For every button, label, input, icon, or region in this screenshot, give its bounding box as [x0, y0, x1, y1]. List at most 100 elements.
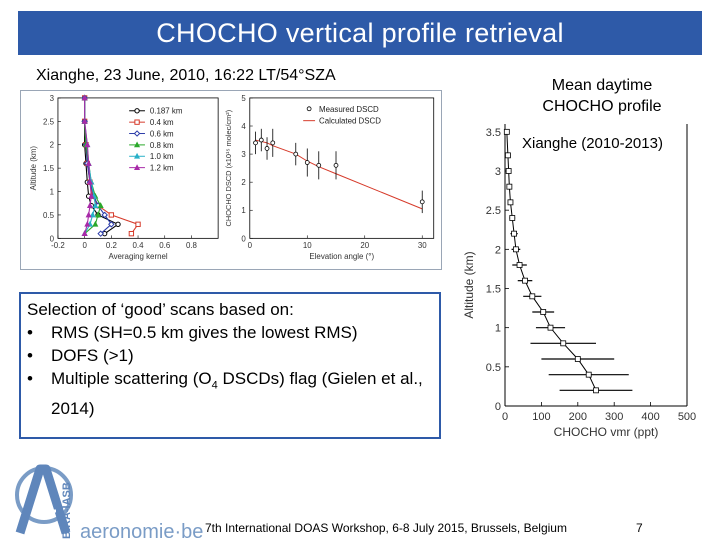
- profile-point: [585, 371, 592, 378]
- profile-line: [506, 131, 597, 391]
- x-tick-label: 0: [248, 241, 253, 250]
- bira-iasb-logo: BIRA-IASB aeronomie·be: [15, 464, 203, 540]
- y-tick-label: 1: [50, 188, 55, 197]
- y-tick-label: 2: [495, 244, 501, 256]
- kernel-point: [85, 160, 92, 166]
- kernel-point: [92, 202, 99, 208]
- kernel-point: [108, 212, 115, 218]
- kernel-point: [92, 220, 99, 227]
- kernel-point: [135, 221, 141, 227]
- y-tick-label: 2: [241, 178, 245, 187]
- criteria-list: • RMS (SH=0.5 km gives the lowest RMS) • D…: [27, 321, 433, 420]
- y-tick-label: 3.5: [486, 127, 501, 139]
- selection-heading: Selection of ‘good’ scans based on:: [27, 300, 294, 319]
- x-axis-label: Elevation angle (°): [309, 252, 374, 261]
- y-axis-label: CHOCHO DSCD (x10¹⁵ molec/cm²): [224, 110, 233, 227]
- x-tick-label: 500: [678, 411, 696, 423]
- profile-point: [511, 230, 517, 237]
- selection-criteria-box: Selection of ‘good’ scans based on: • RMS…: [19, 292, 441, 439]
- dscd-panel: 0 10 20 30 0 1 2 3 4 5 Elevation angle (°) CHOCHO D…: [224, 94, 435, 261]
- measured-dscd-point: [316, 162, 322, 168]
- profile-point: [516, 262, 523, 268]
- kernel-point: [89, 211, 96, 218]
- list-item: • RMS (SH=0.5 km gives the lowest RMS): [27, 321, 433, 344]
- legend-marker: [134, 152, 141, 159]
- criterion-text: Multiple scattering (O4 DSCDs) flag (Gie…: [51, 369, 423, 419]
- mean-profile-chart: 0 100 200 300 400 500 0 0.5 1 1.5 2 2.5 3 3.5 CHOCHO v…: [462, 124, 696, 439]
- legend-label: Calculated DSCD: [319, 117, 381, 126]
- x-tick-label: 0.4: [133, 241, 145, 250]
- y-tick-label: 1.5: [486, 284, 501, 296]
- legend-marker: [134, 141, 141, 148]
- profile-point: [574, 356, 581, 362]
- calculated-dscd-line: [255, 139, 423, 210]
- logo-wordmark: aeronomie·be: [80, 521, 203, 540]
- y-tick-label: 2.5: [486, 205, 501, 217]
- x-axis-label: Averaging kernel: [108, 252, 167, 261]
- legend-marker: [134, 108, 140, 114]
- x-tick-label: 20: [360, 241, 369, 250]
- kernel-point: [85, 211, 92, 218]
- footer-text: 7th International DOAS Workshop, 6-8 Jul…: [205, 521, 567, 535]
- legend-marker: [134, 164, 141, 171]
- measured-dscd-point: [333, 162, 339, 168]
- legend-label: 0.6 km: [150, 129, 174, 138]
- left-figure: -0.2 0 0.2 0.4 0.6 0.800.511.522.53Averaging …: [20, 90, 442, 270]
- criterion-text: DOFS (>1): [51, 346, 134, 365]
- measured-dscd-point: [264, 146, 270, 151]
- x-tick-label: 0: [82, 241, 87, 250]
- y-tick-label: 2.5: [43, 117, 55, 126]
- y-tick-label: 1: [495, 323, 501, 335]
- slide-title: CHOCHO vertical profile retrieval: [156, 17, 564, 48]
- kernel-point: [97, 202, 104, 208]
- y-tick-label: 0: [495, 401, 501, 413]
- y-axis-label: Altitude (km): [462, 251, 476, 318]
- kernel-point: [88, 192, 95, 199]
- x-tick-label: 200: [569, 411, 587, 423]
- measured-dscd-point: [270, 140, 276, 146]
- y-tick-label: 3: [50, 94, 55, 103]
- x-tick-label: 30: [418, 241, 427, 250]
- x-tick-label: 0.8: [186, 241, 198, 250]
- legend-label: 0.4 km: [150, 118, 174, 127]
- y-tick-label: 3: [495, 166, 501, 178]
- x-tick-label: 0.2: [106, 241, 117, 250]
- legend-label: 1.0 km: [150, 152, 174, 161]
- x-tick-label: 300: [605, 411, 623, 423]
- y-tick-label: 3: [241, 150, 246, 159]
- kernel-point: [115, 221, 121, 227]
- legend-marker: [134, 119, 140, 125]
- kernel-point: [108, 221, 115, 228]
- x-tick-label: 0: [502, 411, 508, 423]
- y-tick-label: 4: [241, 122, 246, 131]
- y-tick-label: 0.5: [43, 211, 55, 220]
- legend-marker: [306, 106, 312, 112]
- page-number: 7: [636, 521, 643, 535]
- profile-point: [529, 293, 536, 300]
- profile-point: [513, 246, 519, 253]
- legend-label: 1.2 km: [150, 164, 174, 173]
- list-item: • DOFS (>1): [27, 344, 433, 367]
- kernel-point: [81, 230, 88, 237]
- list-item: • Multiple scattering (O4 DSCDs) flag (Gi…: [27, 367, 433, 420]
- measured-dscd-point: [293, 151, 299, 157]
- x-tick-label: 400: [641, 411, 659, 423]
- x-tick-label: 0.6: [159, 241, 171, 250]
- logo-vertical-text: BIRA-IASB: [61, 482, 73, 539]
- plot-frame: [249, 97, 435, 239]
- kernel-line: [84, 97, 92, 234]
- bullet-icon: •: [27, 369, 33, 388]
- site-label: Xianghe (2010-2013): [520, 135, 665, 152]
- figure-subtitle: Xianghe, 23 June, 2010, 16:22 LT/54°SZA: [36, 67, 336, 84]
- title-bar: CHOCHO vertical profile retrieval: [18, 11, 702, 55]
- profile-point: [547, 324, 554, 331]
- kernel-point: [101, 211, 108, 219]
- kernel-point: [86, 178, 94, 185]
- y-tick-label: 0: [241, 234, 246, 243]
- averaging-kernel-panel: -0.2 0 0.2 0.4 0.6 0.800.511.522.53Averaging …: [29, 94, 219, 261]
- profile-point: [540, 309, 547, 315]
- profile-point: [503, 128, 510, 135]
- measured-dscd-point: [304, 160, 310, 165]
- x-axis-label: CHOCHO vmr (ppt): [554, 425, 659, 439]
